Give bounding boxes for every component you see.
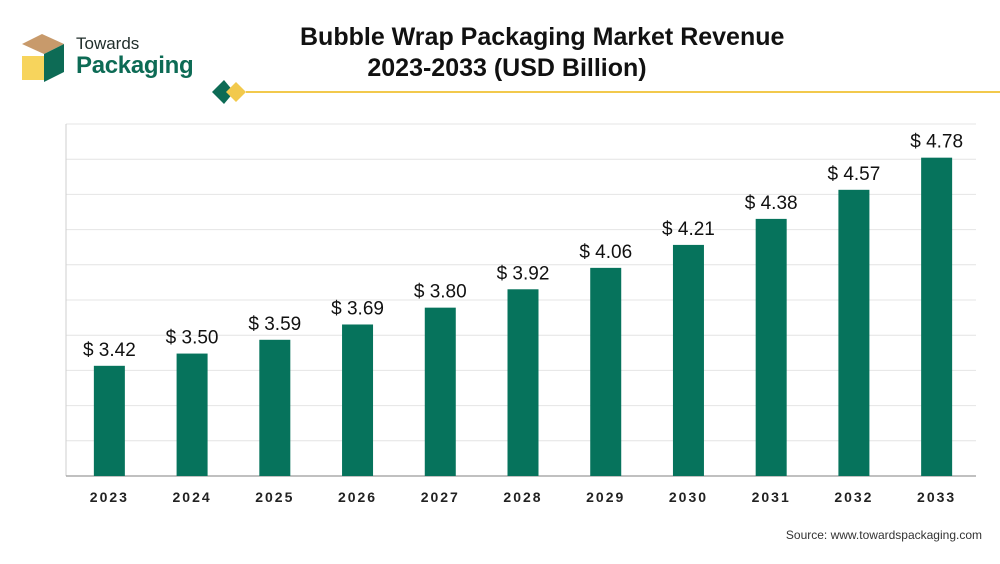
bar-2029 [590, 267, 622, 476]
x-tick-labels: 2023 2024 2025 2026 2027 2028 2029 2030 2031 2032… [90, 489, 956, 505]
value-label-2027: $ 3.80 [414, 282, 467, 303]
x-tick-2031: 2031 [752, 489, 791, 505]
diamond-yellow-icon [226, 82, 246, 102]
x-tick-2028: 2028 [503, 489, 542, 505]
x-tick-2023: 2023 [90, 489, 129, 505]
chart-title-line1: Bubble Wrap Packaging Market Revenue [300, 23, 785, 51]
value-label-2024: $ 3.50 [166, 328, 219, 349]
chart-title: Bubble Wrap Packaging Market Revenue 202… [300, 22, 785, 84]
diamond-green-icon [212, 80, 234, 104]
bar-chart: $ 3.42 $ 3.50 $ 3.59 $ 3.69 $ 3.80 $ 3.92 $ 4.… [65, 123, 976, 505]
bar-2028 [507, 289, 539, 476]
bar-2033 [921, 157, 953, 476]
x-tick-2024: 2024 [173, 489, 212, 505]
bar-2024 [176, 353, 208, 476]
brand-logo: Towards Packaging [20, 32, 220, 88]
bar-2027 [424, 307, 456, 476]
x-tick-2030: 2030 [669, 489, 708, 505]
value-label-2023: $ 3.42 [83, 340, 136, 361]
source-note: Source: www.towardspackaging.com [785, 528, 982, 542]
x-tick-2026: 2026 [338, 489, 377, 505]
x-tick-2033: 2033 [917, 489, 956, 505]
value-label-2029: $ 4.06 [579, 242, 632, 263]
value-label-2032: $ 4.57 [827, 164, 880, 185]
bar-2030 [672, 244, 704, 476]
chart-title-line2: 2023-2033 (USD Billion) [367, 54, 647, 82]
value-label-2030: $ 4.21 [662, 219, 715, 240]
bar-2025 [259, 339, 291, 476]
bar-2023 [93, 365, 125, 476]
x-tick-2025: 2025 [255, 489, 294, 505]
value-label-2028: $ 3.92 [497, 263, 550, 284]
value-label-2031: $ 4.38 [745, 193, 798, 214]
value-labels: $ 3.42 $ 3.50 $ 3.59 $ 3.69 $ 3.80 $ 3.92 $ 4.… [83, 132, 963, 361]
bars [93, 157, 953, 476]
value-label-2025: $ 3.59 [248, 314, 301, 335]
bar-2031 [755, 218, 787, 476]
bar-2032 [838, 189, 870, 476]
value-label-2026: $ 3.69 [331, 298, 384, 319]
bar-2026 [342, 324, 374, 476]
decorative-divider [212, 80, 1000, 104]
box-logo-icon [22, 34, 64, 82]
value-label-2033: $ 4.78 [910, 132, 963, 153]
x-tick-2029: 2029 [586, 489, 625, 505]
logo-text-towards: Towards [76, 34, 140, 53]
logo-text-packaging: Packaging [76, 52, 194, 79]
x-tick-2027: 2027 [421, 489, 460, 505]
x-tick-2032: 2032 [834, 489, 873, 505]
